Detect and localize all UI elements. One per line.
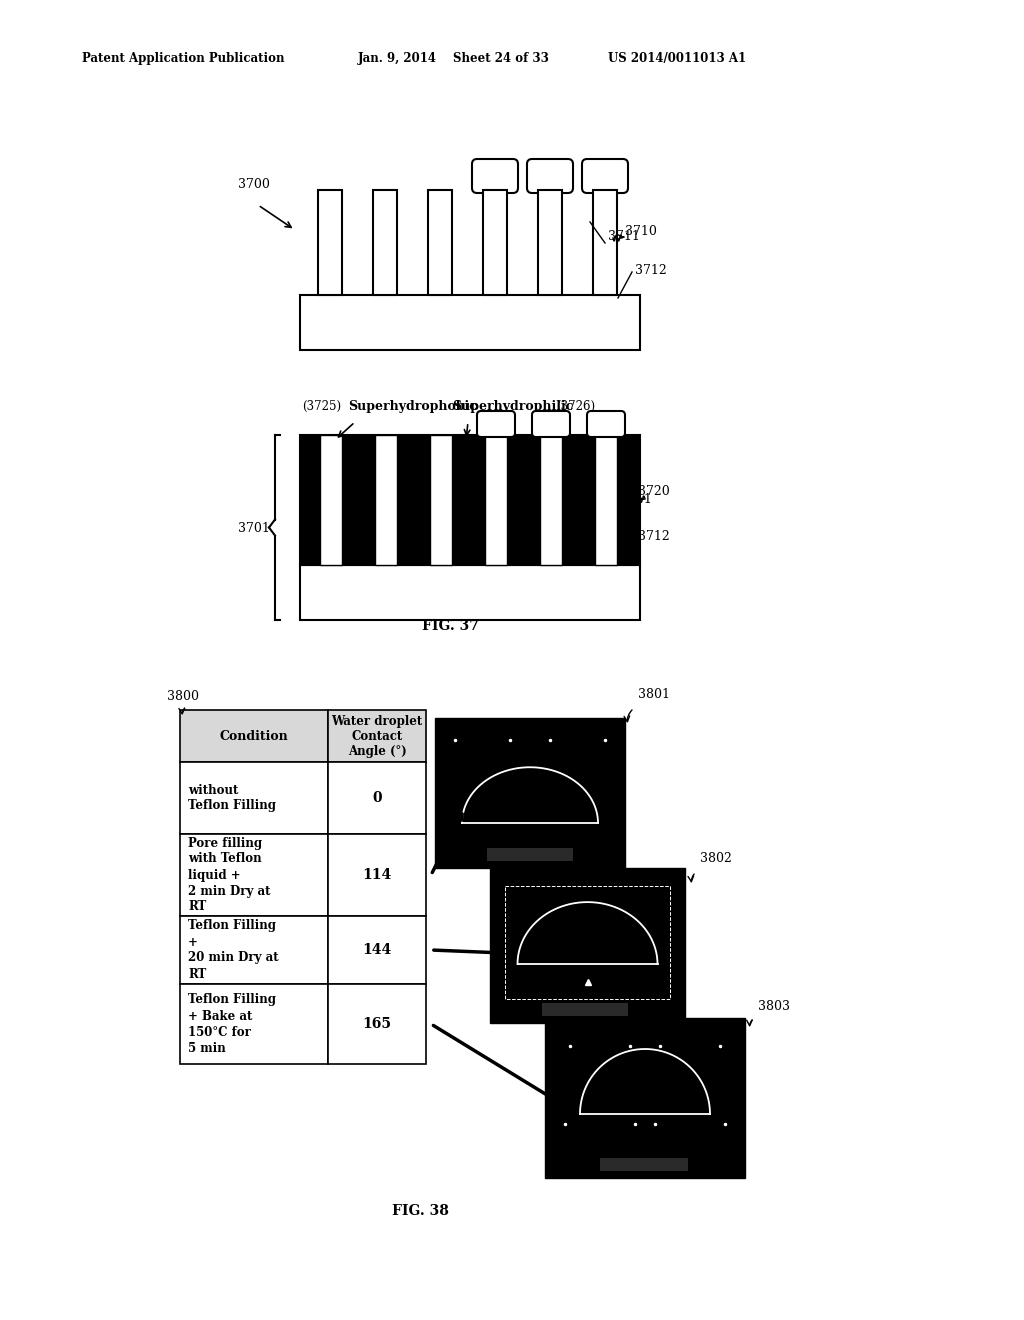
Text: (3726): (3726) (556, 400, 595, 413)
Bar (180, 710, 328, 762)
FancyBboxPatch shape (477, 411, 515, 437)
Text: without
Teflon Filling: without Teflon Filling (188, 784, 276, 813)
Bar (485, 436, 507, 565)
Text: Superhydrophilic: Superhydrophilic (452, 400, 573, 413)
Text: US 2014/0011013 A1: US 2014/0011013 A1 (608, 51, 746, 65)
Bar (373, 190, 397, 294)
Bar (593, 190, 617, 294)
Text: Teflon Filling
+
20 min Dry at
RT: Teflon Filling + 20 min Dry at RT (188, 920, 279, 981)
Bar (505, 886, 670, 999)
Text: Teflon Filling
+ Bake at
150°C for
5 min: Teflon Filling + Bake at 150°C for 5 min (188, 994, 276, 1055)
Bar (319, 436, 342, 565)
Bar (180, 834, 328, 916)
Bar (545, 1018, 745, 1177)
FancyBboxPatch shape (472, 158, 518, 193)
Bar (542, 1003, 628, 1016)
Text: 3803: 3803 (758, 1001, 790, 1012)
Text: Superhydrophobic: Superhydrophobic (348, 400, 477, 413)
Text: 3711: 3711 (608, 230, 640, 243)
FancyBboxPatch shape (582, 158, 628, 193)
Text: 3800: 3800 (167, 690, 199, 704)
Bar (300, 565, 640, 620)
Text: 3712: 3712 (638, 531, 670, 543)
Text: 3701: 3701 (238, 523, 270, 536)
Bar (540, 436, 562, 565)
Bar (490, 869, 685, 1023)
Text: Pore filling
with Teflon
liquid +
2 min Dry at
RT: Pore filling with Teflon liquid + 2 min … (188, 837, 270, 913)
Bar (375, 436, 397, 565)
Bar (180, 983, 328, 1064)
Bar (600, 1158, 688, 1171)
Text: 165: 165 (362, 1016, 391, 1031)
Text: 3700: 3700 (238, 178, 270, 191)
Bar (318, 190, 342, 294)
Bar (300, 294, 640, 350)
Text: FIG. 38: FIG. 38 (391, 1204, 449, 1218)
Text: (3725): (3725) (302, 400, 341, 413)
Bar (328, 834, 426, 916)
Bar (538, 190, 562, 294)
Bar (435, 718, 625, 869)
Text: 0: 0 (372, 791, 382, 805)
Bar (328, 710, 426, 762)
Bar (328, 916, 426, 983)
Bar (483, 190, 507, 294)
Bar (328, 762, 426, 834)
Text: 144: 144 (362, 942, 391, 957)
Text: 3720: 3720 (638, 484, 670, 498)
Text: 3712: 3712 (635, 264, 667, 277)
Text: Condition: Condition (219, 730, 289, 742)
Bar (595, 436, 617, 565)
Bar (180, 762, 328, 834)
Bar (180, 916, 328, 983)
Bar (300, 436, 640, 565)
Text: 3711: 3711 (620, 492, 652, 506)
Text: Patent Application Publication: Patent Application Publication (82, 51, 285, 65)
Text: 3802: 3802 (700, 851, 732, 865)
Text: 114: 114 (362, 869, 391, 882)
Text: Water droplet
Contact
Angle (°): Water droplet Contact Angle (°) (332, 714, 423, 758)
Bar (328, 983, 426, 1064)
Text: Jan. 9, 2014: Jan. 9, 2014 (358, 51, 437, 65)
Text: 3801: 3801 (638, 688, 670, 701)
FancyBboxPatch shape (532, 411, 570, 437)
Bar (487, 847, 573, 861)
Text: 3710: 3710 (625, 224, 656, 238)
FancyBboxPatch shape (527, 158, 573, 193)
Text: FIG. 37: FIG. 37 (422, 619, 478, 634)
Text: Sheet 24 of 33: Sheet 24 of 33 (453, 51, 549, 65)
FancyBboxPatch shape (587, 411, 625, 437)
Bar (428, 190, 452, 294)
Bar (430, 436, 452, 565)
